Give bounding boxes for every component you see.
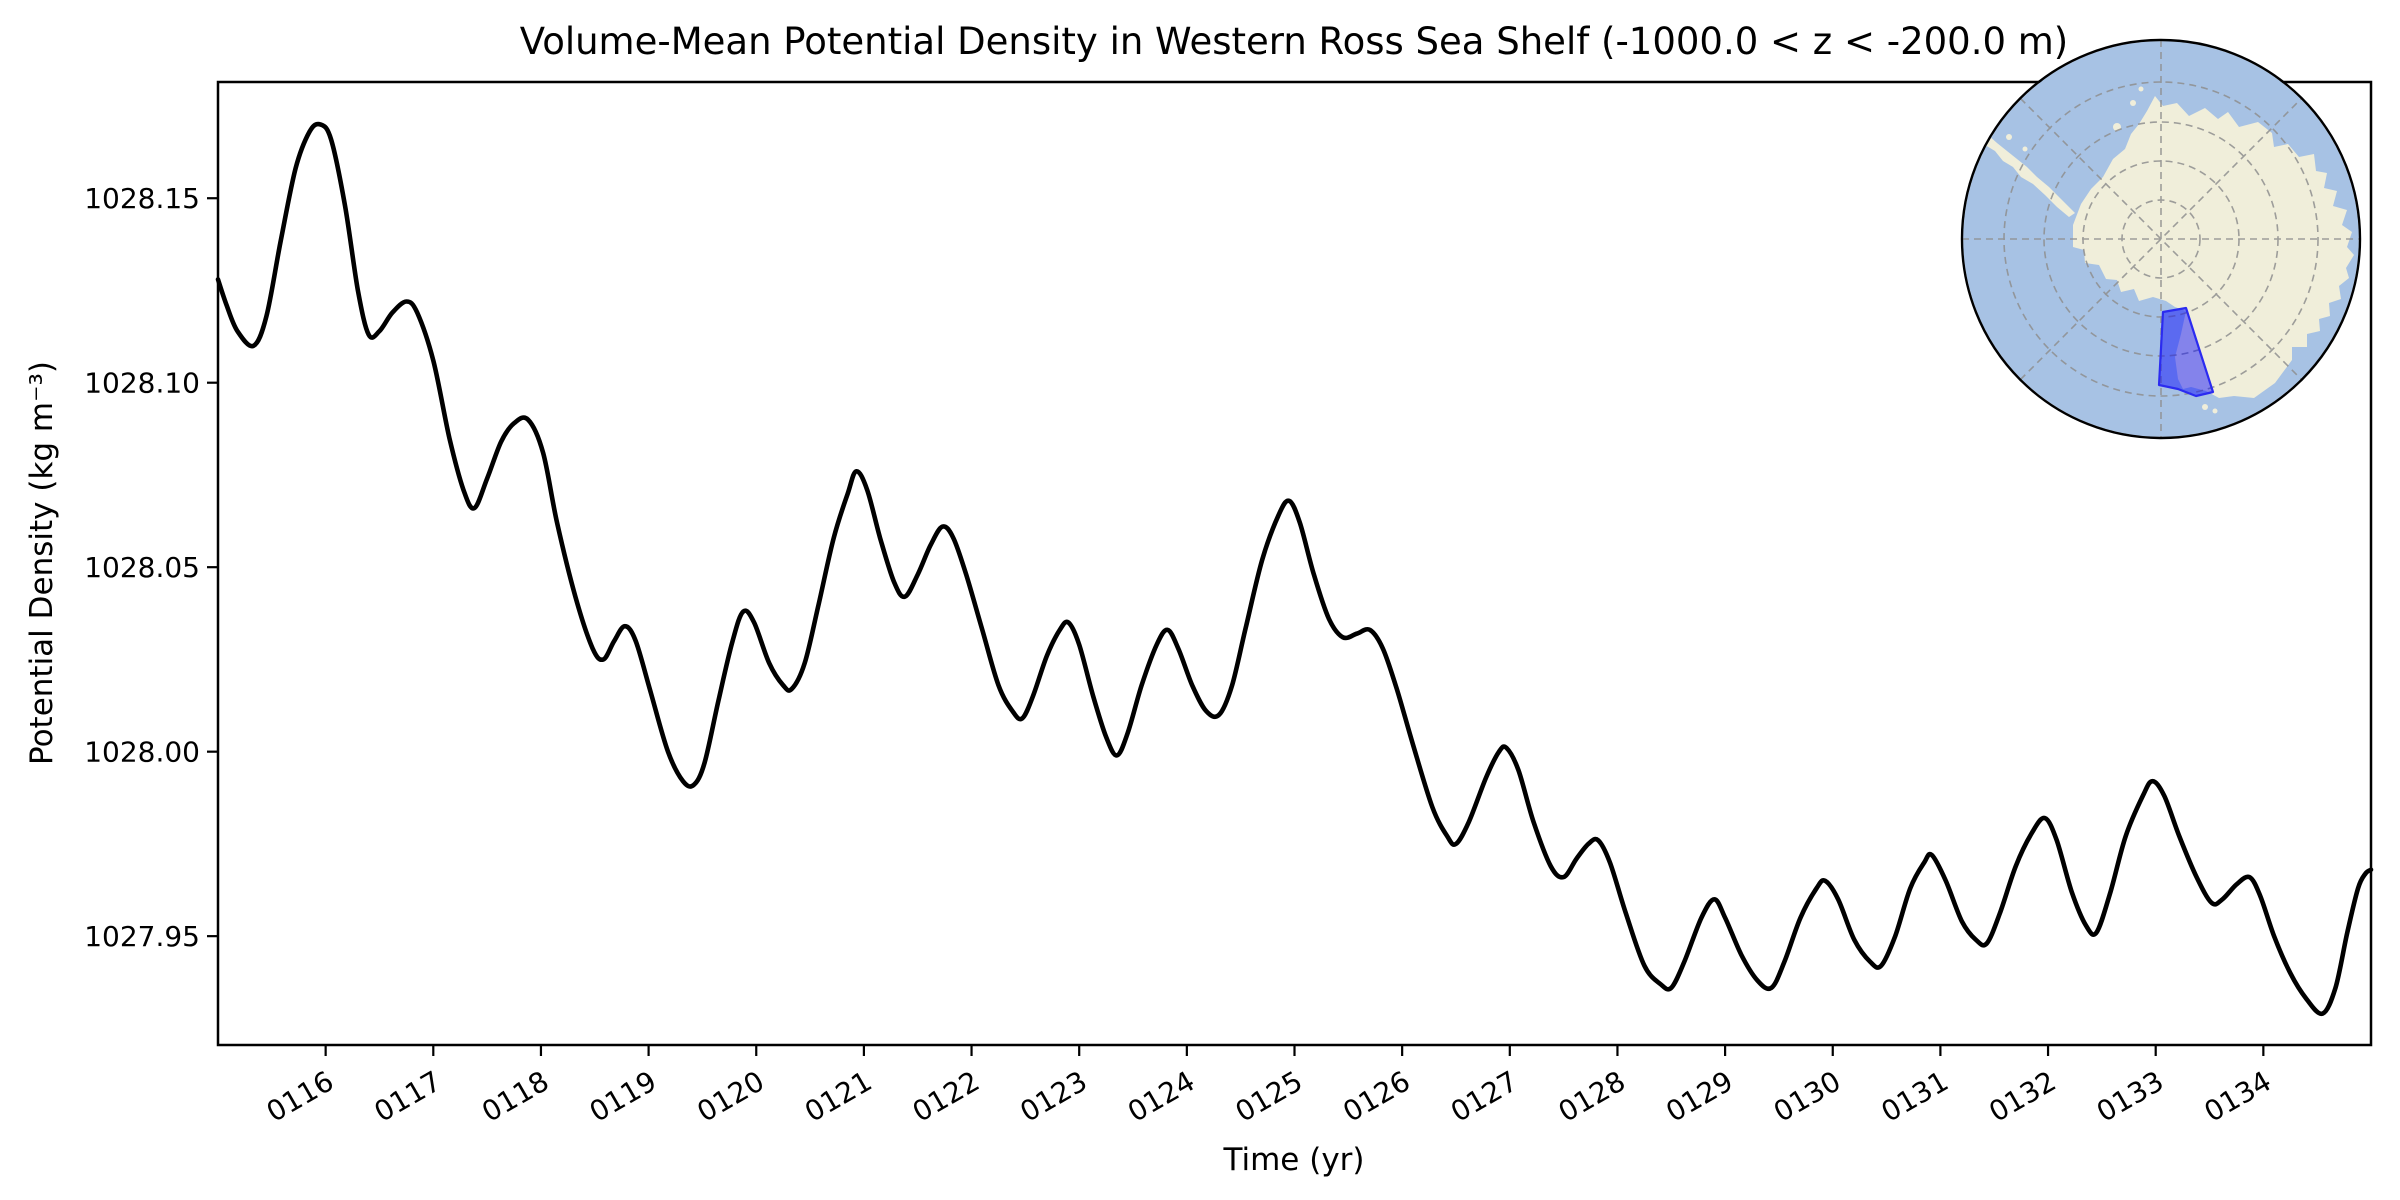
y-tick-label: 1028.00 xyxy=(84,736,200,769)
density-timeseries-line xyxy=(215,121,2374,1017)
chart-title: Volume-Mean Potential Density in Western… xyxy=(520,20,2069,63)
map-island xyxy=(2138,86,2144,92)
map-island xyxy=(2130,100,2136,106)
map-island xyxy=(2022,146,2028,152)
y-axis-ticks: 1027.95 1028.00 1028.05 1028.10 1028.15 xyxy=(84,182,218,953)
x-axis-label: Time (yr) xyxy=(1223,1142,1365,1178)
map-island xyxy=(2212,408,2218,414)
y-tick-label: 1027.95 xyxy=(84,920,200,953)
antarctica-landmass xyxy=(2073,96,2354,398)
ross-sea-highlight-region xyxy=(2157,306,2215,398)
map-graticule xyxy=(1963,41,2359,437)
map-island xyxy=(2006,134,2012,140)
y-tick-label: 1028.15 xyxy=(84,182,200,215)
antarctica-inset-map xyxy=(1960,38,2362,440)
y-axis-label: Potential Density (kg m⁻³) xyxy=(24,361,60,765)
map-island xyxy=(2202,404,2208,410)
map-border xyxy=(1960,38,2362,440)
y-tick-label: 1028.10 xyxy=(84,367,200,400)
y-tick-label: 1028.05 xyxy=(84,551,200,584)
